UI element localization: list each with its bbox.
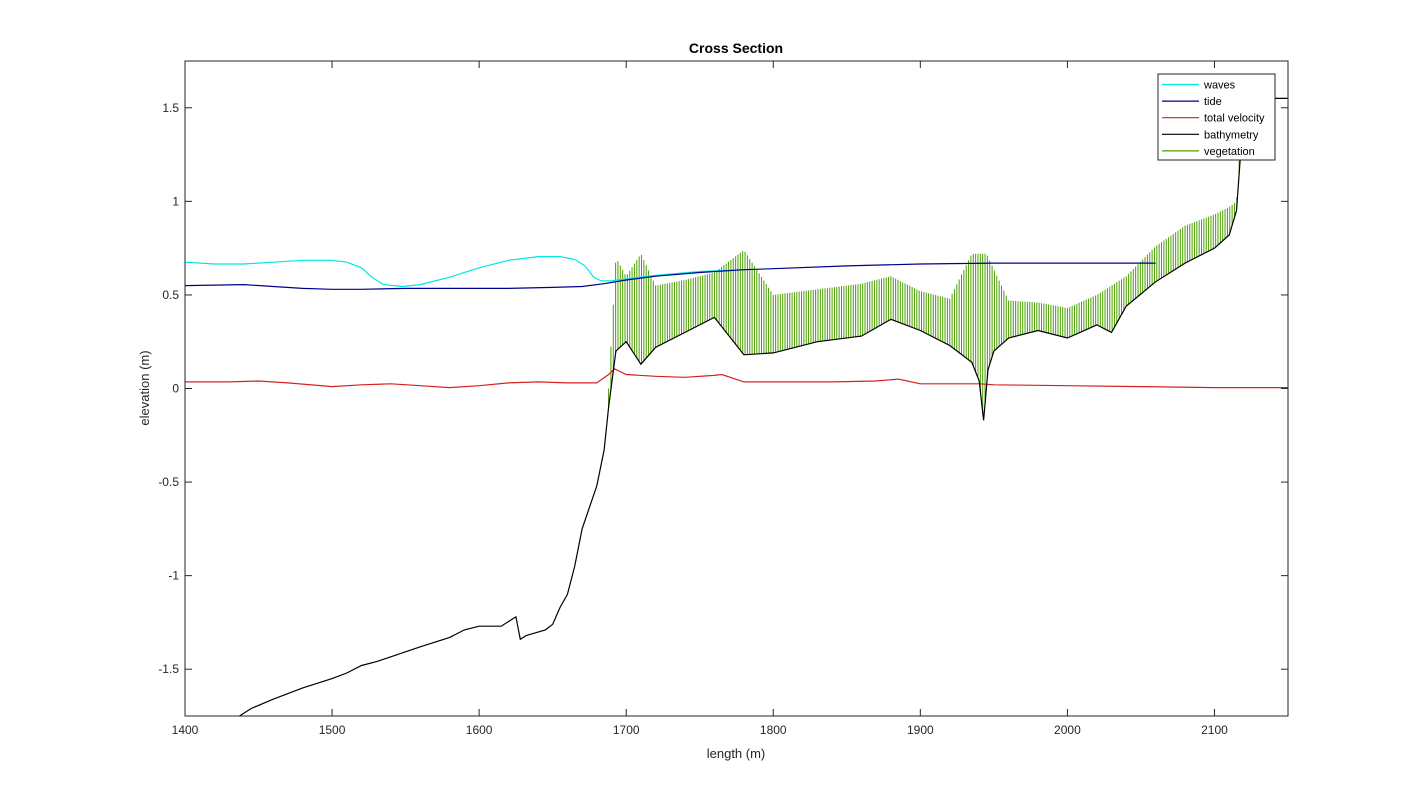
legend-label-waves: waves xyxy=(1203,80,1236,92)
series-bathymetry-line xyxy=(239,97,1288,716)
y-tick-label: 1.5 xyxy=(162,101,179,115)
y-tick-label: 0 xyxy=(172,382,179,396)
series-total-velocity-line xyxy=(185,368,1288,389)
legend-label-bathymetry: bathymetry xyxy=(1204,129,1259,141)
y-tick-label: -1 xyxy=(168,569,179,583)
x-tick-label: 2000 xyxy=(1054,723,1081,737)
y-tick-label: -1.5 xyxy=(158,662,179,676)
y-tick-label: 1 xyxy=(172,194,179,208)
x-tick-label: 1700 xyxy=(613,723,640,737)
plot-area xyxy=(185,89,1288,716)
legend: waves tide total velocity bathymetry vegetat… xyxy=(1157,73,1276,161)
x-tick-label: 1600 xyxy=(466,723,493,737)
legend-label-tide: tide xyxy=(1204,96,1222,108)
y-axis-ticks: -1.5 -1 -0.5 0 0.5 1 1.5 xyxy=(158,101,1288,676)
y-tick-label: 0.5 xyxy=(162,288,179,302)
x-axis-label: length (m) xyxy=(707,746,766,761)
x-tick-label: 1400 xyxy=(172,723,199,737)
legend-label-total-velocity: total velocity xyxy=(1204,113,1265,125)
x-tick-label: 1900 xyxy=(907,723,934,737)
series-vegetation xyxy=(608,89,1245,413)
x-tick-label: 1500 xyxy=(319,723,346,737)
x-tick-label: 2100 xyxy=(1201,723,1228,737)
x-axis-ticks: 1400 1500 1600 1700 1800 1900 2000 2100 xyxy=(172,61,1228,737)
series-group xyxy=(185,89,1288,716)
chart-title: Cross Section xyxy=(689,40,783,56)
series-tide-line xyxy=(185,262,1156,290)
y-tick-label: -0.5 xyxy=(158,475,179,489)
x-tick-label: 1800 xyxy=(760,723,787,737)
y-axis-label: elevation (m) xyxy=(137,350,152,425)
legend-label-vegetation: vegetation xyxy=(1204,146,1255,158)
series-waves-line xyxy=(185,256,744,288)
legend-box xyxy=(1157,73,1276,161)
